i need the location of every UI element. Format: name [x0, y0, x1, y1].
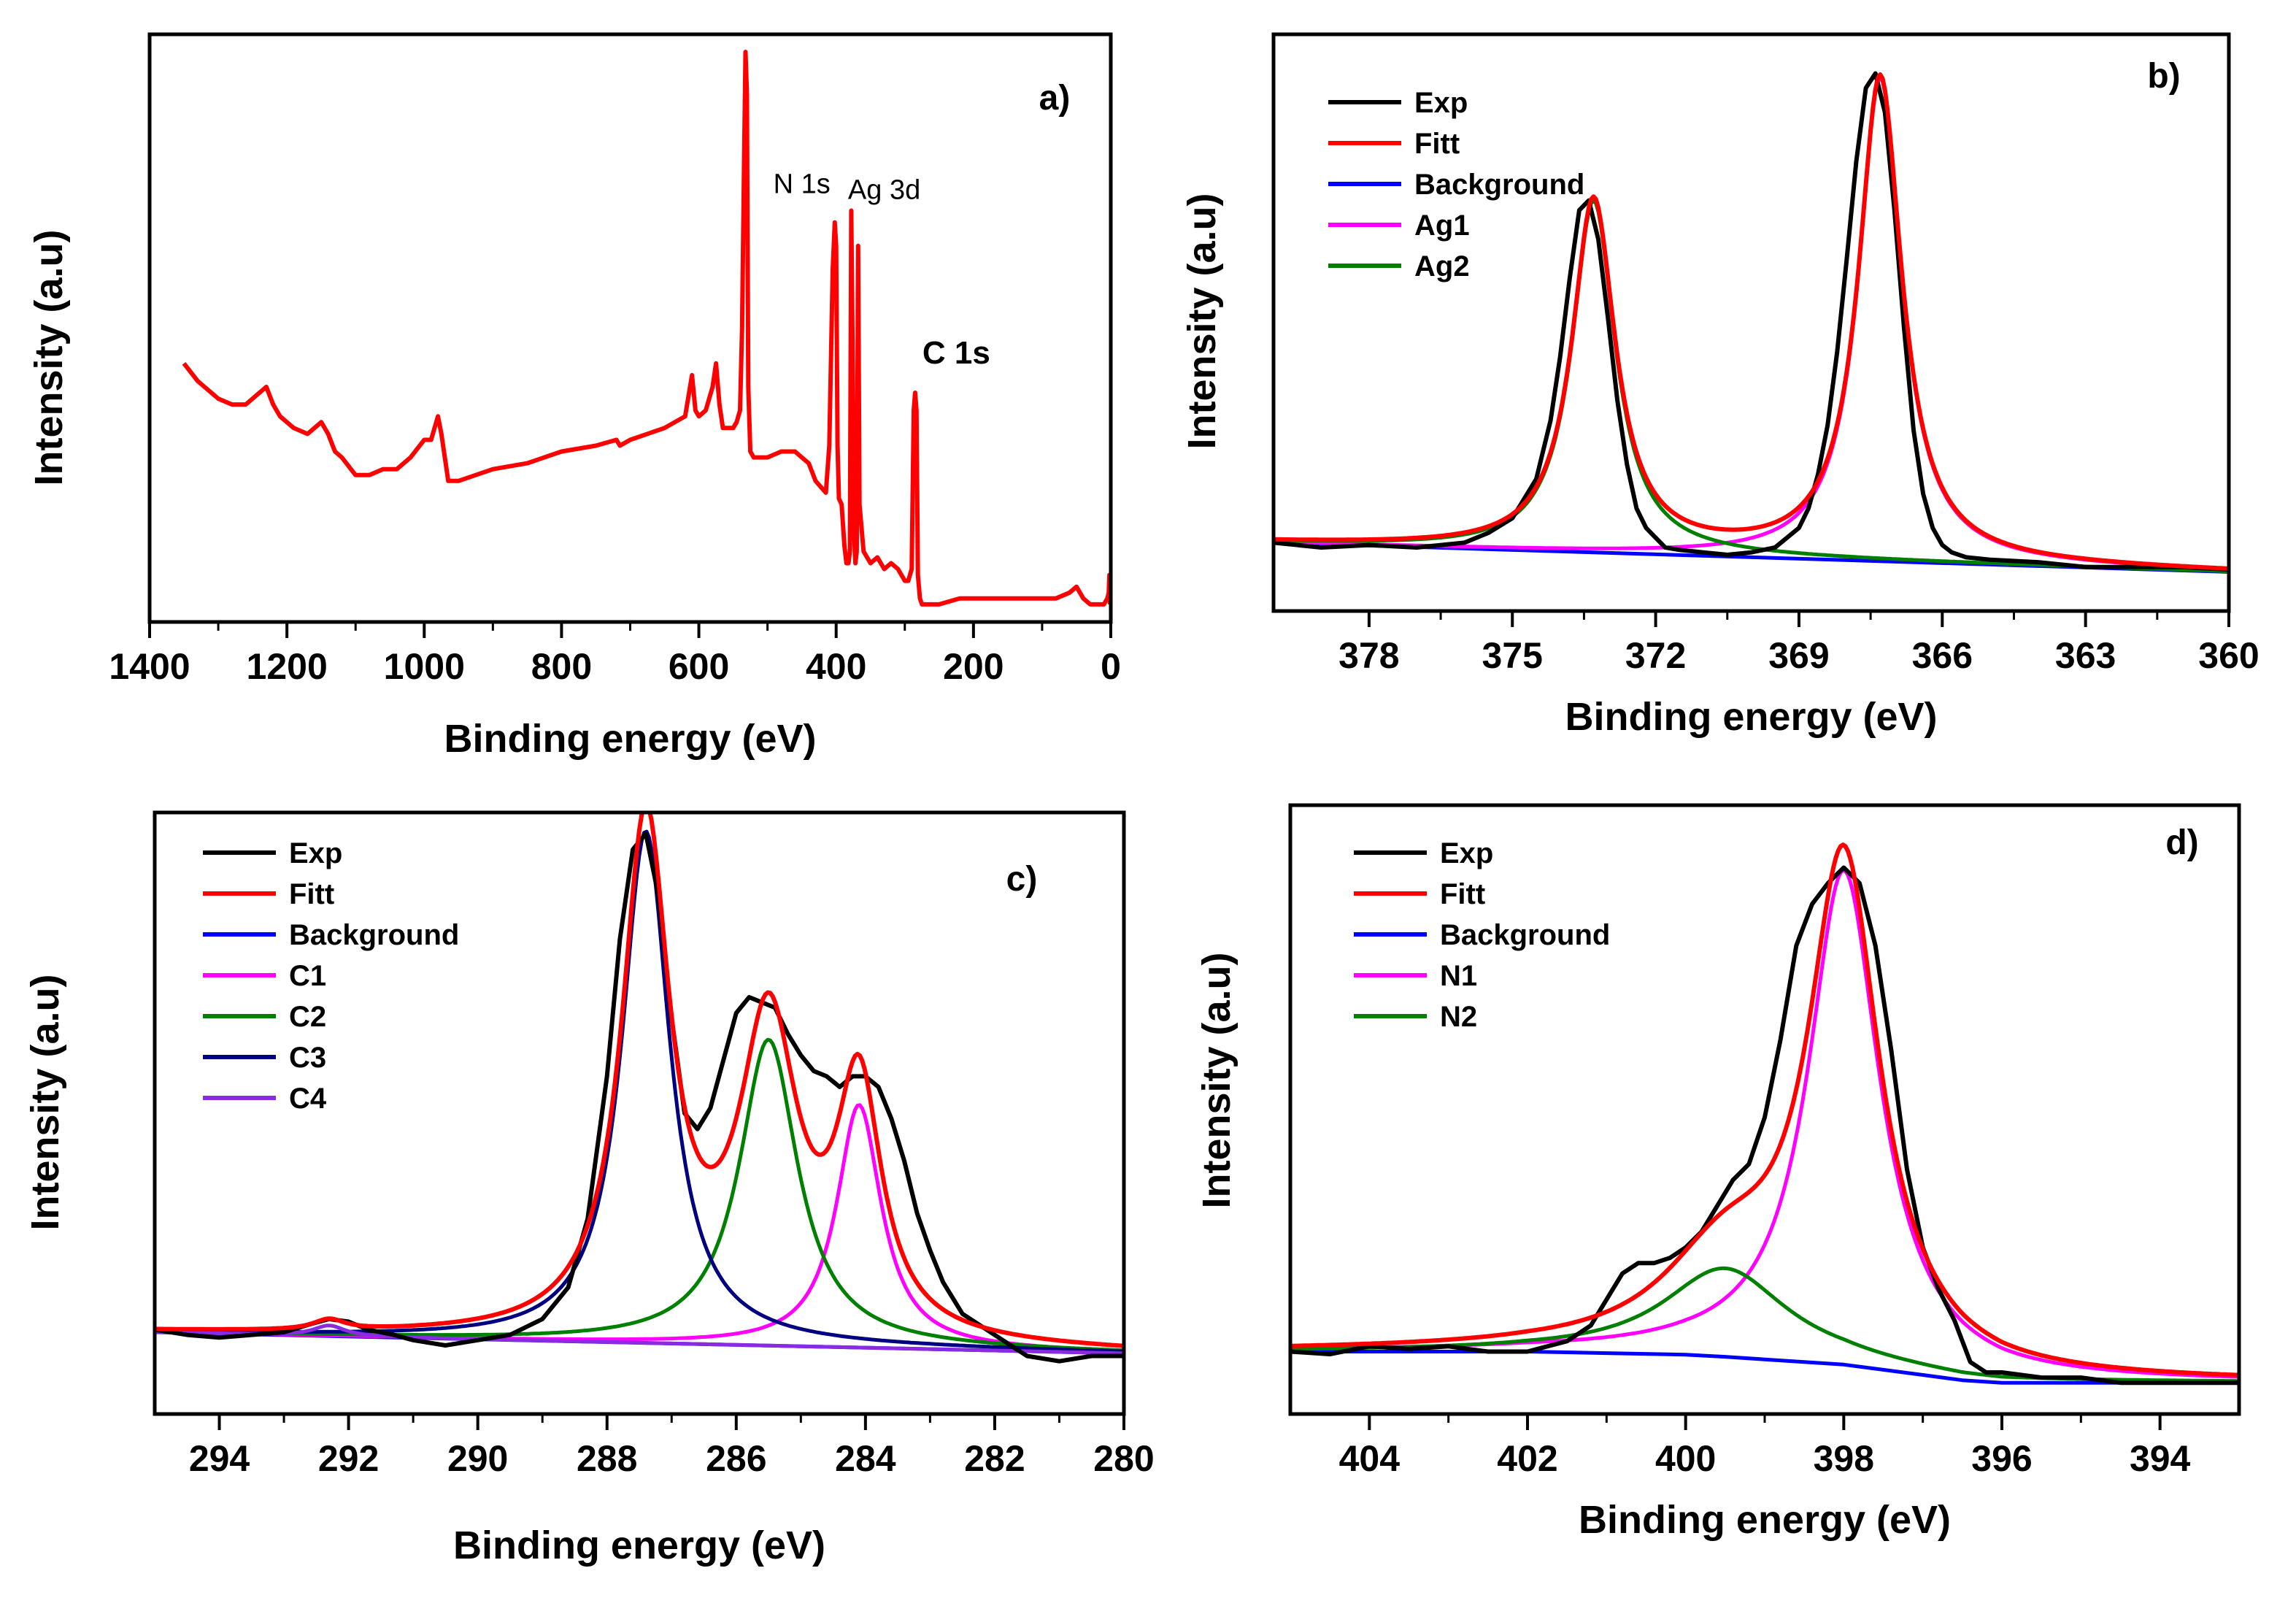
x-tick-label: 372 [1625, 635, 1686, 676]
legend-label-ag2: Ag2 [1414, 250, 1470, 283]
x-tick-label: 396 [1971, 1438, 2032, 1479]
legend: Exp Fitt Background Ag1 Ag2 [1328, 87, 1584, 283]
chart-panel-a: 1400 1200 1000 800 600 400 200 0 Binding energy … [27, 32, 1121, 761]
legend-label-background: Background [1414, 169, 1584, 201]
panel-label: b) [2147, 57, 2180, 96]
series-line-d-fitt [1290, 842, 2239, 1378]
x-tick-label: 294 [189, 1438, 250, 1479]
x-tick-label: 600 [669, 646, 729, 687]
legend-label-n2: N2 [1440, 1001, 1477, 1033]
x-tick-label: 400 [806, 646, 866, 687]
x-axis-label: Binding energy (eV) [1565, 695, 1937, 739]
x-tick-label: 398 [1814, 1438, 1874, 1479]
plot-frame [1271, 32, 2231, 613]
x-tick-label: 200 [943, 646, 1003, 687]
x-tick-label: 280 [1093, 1438, 1154, 1479]
legend-label-fitt: Fitt [1414, 128, 1460, 160]
x-tick-label: 0 [1101, 646, 1121, 687]
x-tick-label: 1400 [109, 646, 190, 687]
x-axis-label: Binding energy (eV) [444, 717, 816, 761]
x-tick-label: 404 [1339, 1438, 1401, 1479]
x-tick-label: 284 [835, 1438, 896, 1479]
x-tick-label: 400 [1655, 1438, 1716, 1479]
series-line-c-c2 [155, 1037, 1124, 1353]
x-tick-label: 292 [318, 1438, 379, 1479]
x-axis-label: Binding energy (eV) [1579, 1498, 1951, 1542]
legend-label-c1: C1 [289, 960, 326, 992]
peak-annotation: C 1s [922, 335, 990, 371]
series-line-c-exp [155, 831, 1124, 1364]
series-line-d-exp [1290, 865, 2239, 1386]
x-tick-label: 369 [1768, 635, 1829, 676]
series-line-c-c1 [155, 1103, 1124, 1353]
y-axis-label: Intensity (a.u) [1195, 952, 1238, 1208]
legend-label-exp: Exp [1414, 87, 1468, 119]
plot-frame [147, 32, 1113, 624]
peak-annotation: N 1s [774, 169, 831, 199]
panel-label: d) [2165, 823, 2198, 862]
x-tick-label: 286 [706, 1438, 766, 1479]
x-tick-label: 394 [2130, 1438, 2191, 1479]
legend-label-fitt: Fitt [1440, 878, 1485, 910]
x-tick-label: 1000 [384, 646, 465, 687]
x-tick-label: 402 [1497, 1438, 1557, 1479]
legend-label-ag1: Ag1 [1414, 210, 1470, 242]
x-tick-label: 282 [964, 1438, 1025, 1479]
series-line-c-fitt [155, 812, 1124, 1348]
x-tick-label: 366 [1912, 635, 1973, 676]
x-tick-label: 290 [447, 1438, 508, 1479]
x-tick-label: 363 [2055, 635, 2116, 676]
x-tick-label: 378 [1338, 635, 1399, 676]
x-tick-label: 360 [2198, 635, 2259, 676]
y-axis-label: Intensity (a.u) [1180, 193, 1224, 449]
x-tick-label: 375 [1482, 635, 1543, 676]
legend: Exp Fitt Background N1 N2 [1354, 837, 1610, 1033]
legend-label-n1: N1 [1440, 960, 1477, 992]
plot-frame [153, 810, 1126, 1416]
x-tick-label: 288 [577, 1438, 637, 1479]
chart-panel-d: 404 402 400 398 396 394 Binding energy (eV) Int… [1195, 803, 2241, 1542]
x-tick-label: 800 [531, 646, 592, 687]
legend-label-background: Background [289, 919, 459, 951]
legend: Exp Fitt Background C1 C2 C3 C4 [203, 837, 459, 1115]
legend-label-c2: C2 [289, 1001, 326, 1033]
chart-panel-b: 378 375 372 369 366 363 360 Binding energy (eV)… [1180, 32, 2260, 739]
legend-label-c4: C4 [289, 1083, 327, 1115]
y-axis-label: Intensity (a.u) [23, 974, 67, 1230]
legend-label-fitt: Fitt [289, 878, 334, 910]
series-line-c-c4 [155, 1323, 1124, 1356]
series-line-c-c3 [155, 829, 1124, 1353]
legend-label-background: Background [1440, 919, 1610, 951]
peak-annotation: Ag 3d [848, 174, 920, 205]
panel-label: a) [1039, 79, 1071, 118]
series-line-a-survey [182, 50, 1111, 607]
panel-label: c) [1006, 860, 1038, 899]
series-line-b-exp [1274, 71, 2229, 572]
x-axis-label: Binding energy (eV) [453, 1524, 825, 1567]
legend-label-c3: C3 [289, 1042, 326, 1074]
y-axis-label: Intensity (a.u) [27, 229, 71, 485]
x-tick-label: 1200 [247, 646, 328, 687]
legend-label-exp: Exp [1440, 837, 1493, 869]
legend-label-exp: Exp [289, 837, 342, 869]
series-line-b-fitt [1274, 72, 2229, 571]
chart-panel-c: 294 292 290 288 286 284 282 280 Binding energy (… [23, 810, 1155, 1567]
